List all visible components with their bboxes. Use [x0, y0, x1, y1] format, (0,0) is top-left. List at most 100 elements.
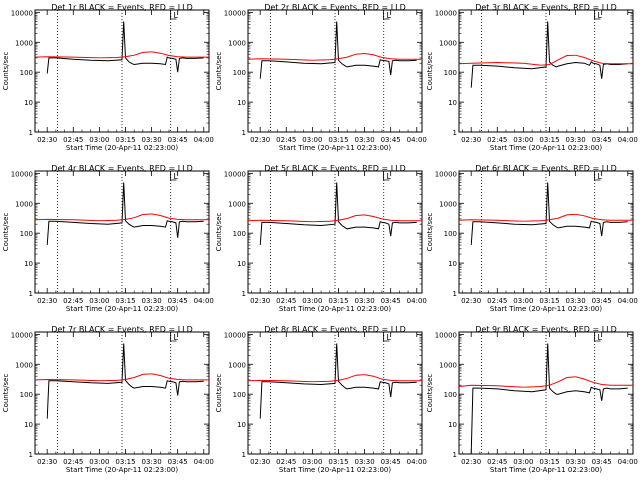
x-tick-label: 04:00	[618, 297, 638, 305]
x-tick-label: 03:30	[141, 297, 161, 305]
x-tick-label: 02:45	[276, 136, 296, 144]
series-line-lld	[248, 375, 422, 382]
chart-title: Det 8r BLACK = Events, RED = LLD	[264, 325, 406, 334]
y-tick-label: 1000	[228, 39, 246, 47]
y-tick-label: 10	[24, 260, 33, 268]
series-line-events	[47, 343, 204, 418]
x-axis-label: Start Time (20-Apr-11 02:23:00)	[279, 466, 391, 474]
y-tick-label: 10000	[435, 331, 457, 339]
x-tick-label: 03:30	[354, 458, 374, 466]
y-tick-label: 1000	[439, 200, 457, 208]
chart-title: Det 4r BLACK = Events, RED = LLD	[51, 164, 193, 173]
x-axis-label: Start Time (20-Apr-11 02:23:00)	[66, 466, 178, 474]
series-line-events	[260, 343, 417, 418]
x-tick-label: 03:45	[168, 458, 188, 466]
series-line-lld	[459, 214, 633, 221]
corner-bracket	[594, 332, 601, 342]
y-tick-label: 100	[444, 391, 457, 399]
y-tick-label: 100	[20, 69, 33, 77]
x-tick-label: 02:45	[276, 458, 296, 466]
y-tick-label: 10	[237, 421, 246, 429]
x-tick-label: 02:30	[461, 136, 481, 144]
chart-title: Det 7r BLACK = Events, RED = LLD	[51, 325, 193, 334]
y-axis-label: Counts/sec	[426, 374, 434, 413]
x-tick-label: 04:00	[407, 297, 427, 305]
x-axis-label: Start Time (20-Apr-11 02:23:00)	[66, 144, 178, 152]
x-tick-label: 03:15	[115, 136, 135, 144]
x-tick-label: 03:00	[302, 297, 322, 305]
x-tick-label: 02:30	[37, 297, 57, 305]
x-axis-label: Start Time (20-Apr-11 02:23:00)	[66, 305, 178, 313]
y-tick-label: 10	[448, 260, 457, 268]
series-line-lld	[248, 215, 422, 222]
y-tick-label: 1	[453, 290, 457, 298]
corner-bracket	[170, 171, 177, 181]
corner-label: L	[386, 11, 391, 20]
y-tick-label: 1	[29, 129, 33, 137]
x-tick-label: 02:45	[276, 297, 296, 305]
corner-bracket	[383, 332, 390, 342]
y-tick-label: 10000	[435, 9, 457, 17]
corner-bracket	[383, 10, 390, 20]
x-tick-label: 03:00	[302, 458, 322, 466]
y-axis-label: Counts/sec	[215, 374, 223, 413]
y-tick-label: 10000	[224, 9, 246, 17]
x-tick-label: 02:45	[487, 297, 507, 305]
x-tick-label: 03:00	[513, 458, 533, 466]
corner-label: L	[386, 172, 391, 181]
x-tick-label: 03:00	[89, 136, 109, 144]
x-tick-label: 03:45	[168, 136, 188, 144]
y-tick-label: 10000	[224, 331, 246, 339]
y-tick-label: 1000	[15, 39, 33, 47]
y-axis-label: Counts/sec	[426, 213, 434, 252]
x-tick-label: 04:00	[194, 297, 214, 305]
y-axis-label: Counts/sec	[426, 52, 434, 91]
y-axis-label: Counts/sec	[2, 213, 10, 252]
y-tick-label: 1000	[15, 361, 33, 369]
x-tick-label: 04:00	[194, 136, 214, 144]
y-tick-label: 10	[237, 99, 246, 107]
x-tick-label: 02:45	[487, 458, 507, 466]
x-axis-label: Start Time (20-Apr-11 02:23:00)	[490, 305, 602, 313]
corner-label: L	[173, 172, 178, 181]
series-line-events	[47, 21, 204, 73]
y-tick-label: 100	[20, 391, 33, 399]
y-tick-label: 1	[242, 290, 246, 298]
x-tick-label: 03:15	[328, 458, 348, 466]
series-line-events	[260, 21, 417, 78]
x-tick-label: 04:00	[407, 458, 427, 466]
chart-title: Det 5r BLACK = Events, RED = LLD	[264, 164, 406, 173]
x-tick-label: 03:45	[381, 297, 401, 305]
y-axis-label: Counts/sec	[2, 52, 10, 91]
corner-bracket	[170, 10, 177, 20]
y-tick-label: 1000	[228, 200, 246, 208]
corner-label: L	[386, 333, 391, 342]
x-tick-label: 03:30	[565, 297, 585, 305]
x-tick-label: 03:45	[592, 297, 612, 305]
x-tick-label: 03:30	[565, 458, 585, 466]
y-tick-label: 10000	[224, 170, 246, 178]
x-tick-label: 03:15	[539, 458, 559, 466]
y-tick-label: 10	[24, 99, 33, 107]
series-line-lld	[35, 374, 209, 381]
y-tick-label: 1	[29, 451, 33, 459]
y-tick-label: 10	[24, 421, 33, 429]
x-tick-label: 03:00	[302, 136, 322, 144]
x-tick-label: 02:30	[37, 458, 57, 466]
x-tick-label: 03:15	[328, 297, 348, 305]
y-tick-label: 10	[448, 99, 457, 107]
x-tick-label: 03:45	[168, 297, 188, 305]
corner-label: L	[597, 172, 602, 181]
x-tick-label: 03:30	[354, 297, 374, 305]
series-line-lld	[248, 54, 422, 61]
chart-title: Det 1r BLACK = Events, RED = LLD	[51, 3, 193, 12]
series-line-events	[471, 182, 628, 245]
x-tick-label: 04:00	[194, 458, 214, 466]
